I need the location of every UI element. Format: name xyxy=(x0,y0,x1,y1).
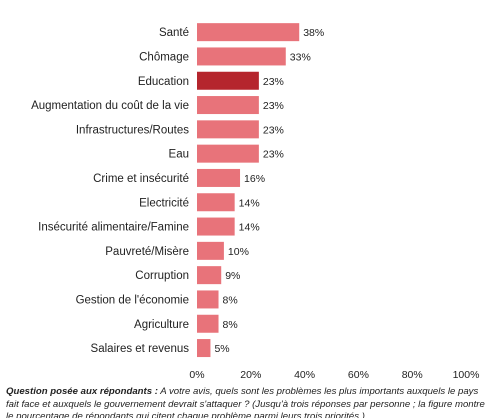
category-label: Chômage xyxy=(139,51,189,63)
value-label: 23% xyxy=(263,76,284,88)
question-text: A votre avis, quels sont les problèmes l… xyxy=(6,386,485,418)
value-label: 23% xyxy=(263,149,284,161)
value-label: 10% xyxy=(228,246,249,258)
value-label: 5% xyxy=(214,343,229,355)
bar xyxy=(197,96,259,115)
value-label: 14% xyxy=(239,222,260,234)
value-label: 38% xyxy=(303,27,324,39)
bar xyxy=(197,339,211,358)
value-label: 23% xyxy=(263,100,284,112)
bar xyxy=(197,71,259,90)
category-label: Corruption xyxy=(135,270,189,282)
bar xyxy=(197,290,219,309)
bar xyxy=(197,217,235,236)
value-label: 9% xyxy=(225,270,240,282)
x-tick-label: 20% xyxy=(240,369,261,380)
value-label: 14% xyxy=(239,197,260,209)
bar xyxy=(197,144,259,163)
bar xyxy=(197,193,235,212)
category-label: Eau xyxy=(169,149,189,161)
x-tick-label: 0% xyxy=(189,369,204,380)
category-label: Salaires et revenus xyxy=(91,343,190,355)
bar xyxy=(197,241,224,260)
value-label: 8% xyxy=(223,319,238,331)
category-label: Santé xyxy=(159,27,189,39)
bar xyxy=(197,314,219,333)
x-tick-label: 60% xyxy=(348,369,369,380)
category-label: Pauvreté/Misère xyxy=(105,246,189,258)
bar xyxy=(197,47,286,66)
bar xyxy=(197,266,222,285)
bar xyxy=(197,168,241,187)
x-tick-label: 40% xyxy=(294,369,315,380)
category-label: Education xyxy=(138,76,189,88)
value-label: 23% xyxy=(263,124,284,136)
value-label: 16% xyxy=(244,173,265,185)
category-label: Augmentation du coût de la vie xyxy=(31,100,189,112)
category-label: Infrastructures/Routes xyxy=(76,124,189,136)
category-label: Insécurité alimentaire/Famine xyxy=(38,222,189,234)
category-label: Gestion de l'économie xyxy=(76,294,189,306)
bar xyxy=(197,23,300,42)
category-label: Electricité xyxy=(139,197,189,209)
x-tick-label: 100% xyxy=(453,369,480,380)
question-label: Question posée aux répondants : xyxy=(6,386,158,397)
category-label: Agriculture xyxy=(134,319,189,331)
x-tick-label: 80% xyxy=(402,369,423,380)
question-note: Question posée aux répondants : A votre … xyxy=(6,386,492,418)
category-label: Crime et insécurité xyxy=(93,173,189,185)
value-label: 8% xyxy=(223,294,238,306)
bar xyxy=(197,120,259,139)
value-label: 33% xyxy=(290,51,311,63)
bar-chart: Santé 38% Chômage 33% Education 23% Augmentati… xyxy=(31,23,480,380)
